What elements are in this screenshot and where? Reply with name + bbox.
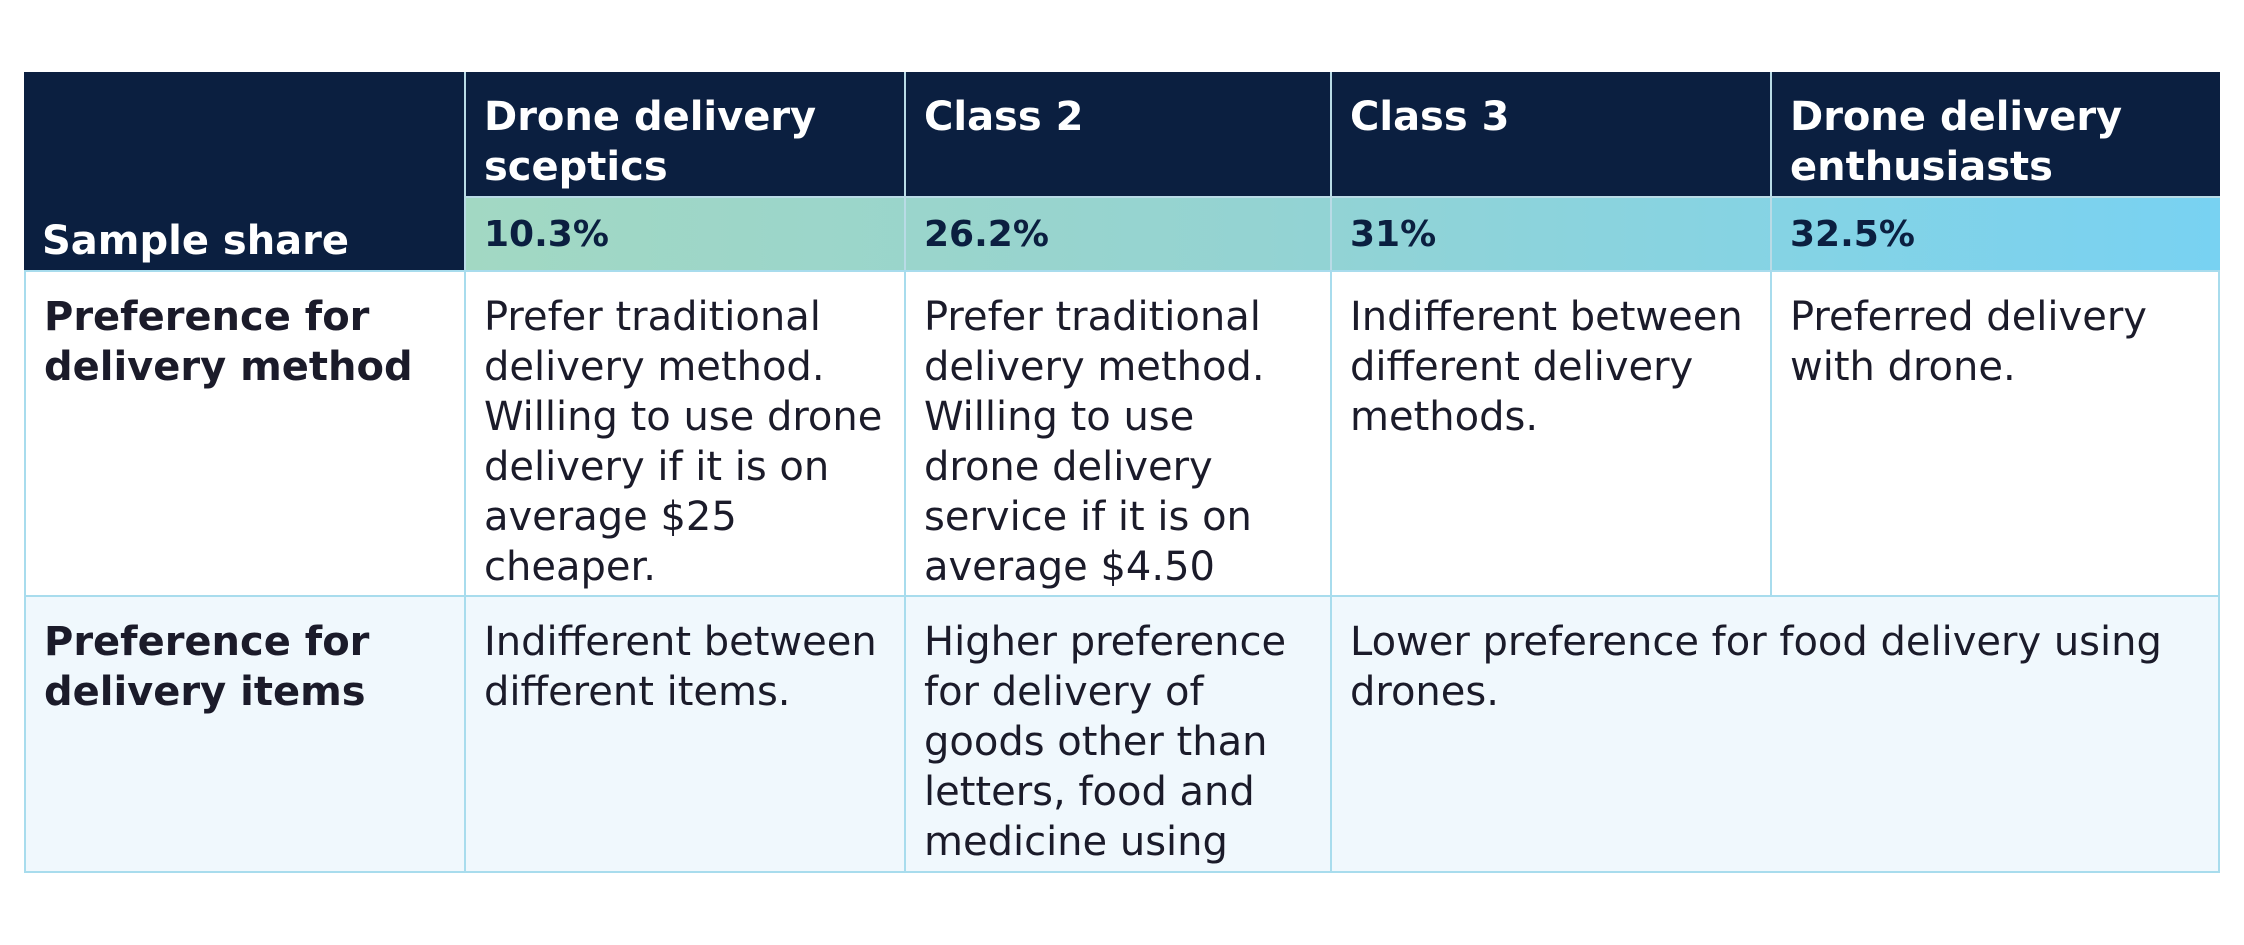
delivery-items-class-2: Higher preference for delivery of goods …: [904, 595, 1330, 873]
sample-share-enthusiasts: 32.5%: [1770, 196, 2220, 270]
delivery-method-class-3: Indifferent between different delivery m…: [1330, 270, 1770, 595]
sample-share-class-2: 26.2%: [904, 196, 1330, 270]
delivery-preference-table: Drone delivery sceptics Class 2 Class 3 …: [24, 72, 2220, 873]
column-header-class-2: Class 2: [904, 72, 1330, 196]
delivery-method-class-2: Prefer traditional delivery method. Will…: [904, 270, 1330, 595]
delivery-method-enthusiasts: Preferred delivery with drone.: [1770, 270, 2220, 595]
delivery-items-class-3-and-enthusiasts: Lower preference for food delivery using…: [1330, 595, 2220, 873]
row-label-delivery-method: Preference for delivery method: [24, 270, 464, 595]
sample-share-class-3: 31%: [1330, 196, 1770, 270]
header-corner: [24, 72, 464, 196]
delivery-method-sceptics: Prefer traditional delivery method. Will…: [464, 270, 904, 595]
row-label-delivery-items: Preference for delivery items: [24, 595, 464, 873]
column-header-sceptics: Drone delivery sceptics: [464, 72, 904, 196]
sample-share-band: 10.3% 26.2% 31% 32.5%: [464, 196, 2220, 270]
delivery-items-sceptics: Indifferent between different items.: [464, 595, 904, 873]
sample-share-sceptics: 10.3%: [464, 196, 904, 270]
column-header-enthusiasts: Drone delivery enthusiasts: [1770, 72, 2220, 196]
column-header-class-3: Class 3: [1330, 72, 1770, 196]
sample-share-label: Sample share: [24, 196, 464, 270]
